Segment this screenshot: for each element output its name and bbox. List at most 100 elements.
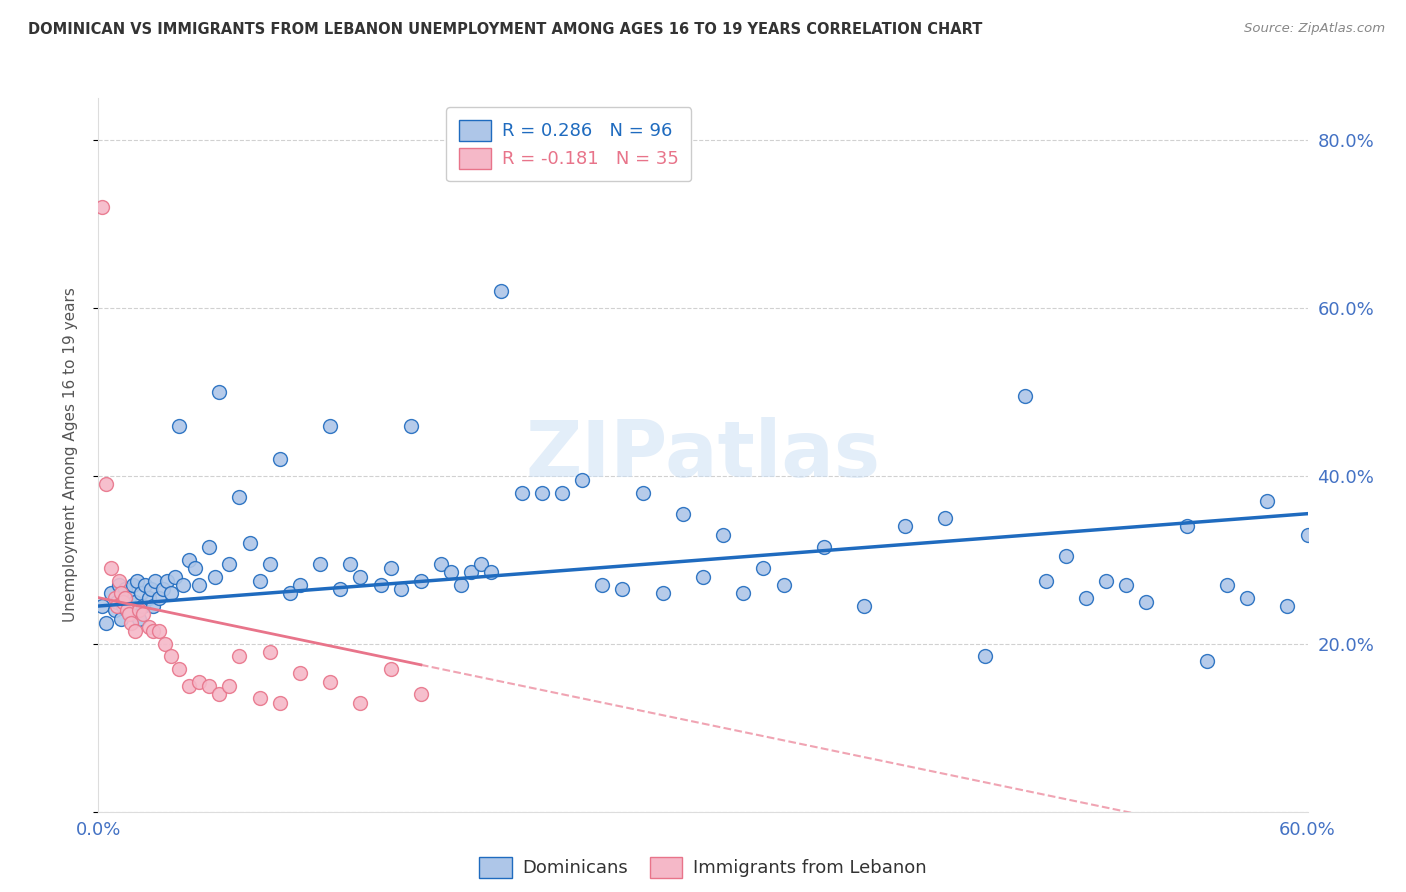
Point bbox=[91, 200, 114, 214]
Point bbox=[288, 578, 311, 592]
Point bbox=[309, 557, 332, 571]
Point bbox=[893, 519, 915, 533]
Point bbox=[134, 578, 156, 592]
Point bbox=[218, 557, 240, 571]
Point bbox=[1074, 591, 1097, 605]
Point bbox=[450, 578, 472, 592]
Point bbox=[208, 384, 231, 399]
Point bbox=[110, 612, 132, 626]
Point bbox=[510, 485, 533, 500]
Point bbox=[288, 666, 311, 681]
Point bbox=[167, 418, 190, 433]
Point bbox=[440, 566, 463, 580]
Point bbox=[228, 490, 250, 504]
Point bbox=[96, 615, 118, 630]
Point bbox=[491, 284, 513, 298]
Point bbox=[107, 574, 129, 588]
Point bbox=[1296, 527, 1319, 541]
Point bbox=[228, 649, 250, 664]
Point bbox=[278, 586, 301, 600]
Point bbox=[1216, 578, 1239, 592]
Point bbox=[752, 561, 775, 575]
Point bbox=[1035, 574, 1057, 588]
Point bbox=[110, 586, 132, 600]
Point bbox=[1095, 574, 1118, 588]
Point bbox=[142, 624, 165, 639]
Point bbox=[160, 649, 183, 664]
Point bbox=[100, 586, 122, 600]
Point bbox=[249, 574, 271, 588]
Point bbox=[121, 578, 143, 592]
Point bbox=[672, 507, 695, 521]
Point bbox=[128, 612, 150, 626]
Point bbox=[1277, 599, 1299, 613]
Point bbox=[148, 591, 170, 605]
Point bbox=[319, 418, 342, 433]
Point bbox=[1135, 595, 1157, 609]
Point bbox=[409, 574, 432, 588]
Point bbox=[218, 679, 240, 693]
Point bbox=[380, 561, 402, 575]
Point bbox=[111, 595, 134, 609]
Text: ZIPatlas: ZIPatlas bbox=[526, 417, 880, 493]
Point bbox=[143, 574, 166, 588]
Point bbox=[118, 607, 141, 622]
Point bbox=[172, 578, 194, 592]
Point bbox=[1337, 591, 1360, 605]
Point bbox=[114, 582, 136, 597]
Point bbox=[153, 637, 176, 651]
Point bbox=[269, 696, 291, 710]
Point bbox=[1014, 389, 1036, 403]
Y-axis label: Unemployment Among Ages 16 to 19 years: Unemployment Among Ages 16 to 19 years bbox=[63, 287, 77, 623]
Point bbox=[204, 569, 226, 583]
Point bbox=[409, 687, 432, 701]
Point bbox=[853, 599, 876, 613]
Point bbox=[631, 485, 654, 500]
Point bbox=[114, 591, 136, 605]
Point bbox=[125, 574, 148, 588]
Point bbox=[1256, 494, 1278, 508]
Point bbox=[612, 582, 634, 597]
Point bbox=[129, 586, 152, 600]
Point bbox=[148, 624, 170, 639]
Point bbox=[179, 553, 201, 567]
Point bbox=[974, 649, 997, 664]
Legend: Dominicans, Immigrants from Lebanon: Dominicans, Immigrants from Lebanon bbox=[472, 849, 934, 885]
Point bbox=[591, 578, 613, 592]
Point bbox=[349, 569, 371, 583]
Point bbox=[198, 679, 221, 693]
Point bbox=[103, 603, 125, 617]
Point bbox=[120, 615, 142, 630]
Point bbox=[481, 566, 503, 580]
Point bbox=[1236, 591, 1258, 605]
Point bbox=[111, 599, 134, 613]
Point bbox=[349, 696, 371, 710]
Point bbox=[107, 578, 129, 592]
Point bbox=[184, 561, 207, 575]
Point bbox=[319, 674, 342, 689]
Point bbox=[1175, 519, 1198, 533]
Point bbox=[1316, 381, 1339, 395]
Point bbox=[105, 595, 128, 609]
Point bbox=[198, 541, 221, 555]
Point bbox=[571, 473, 593, 487]
Point bbox=[399, 418, 422, 433]
Point bbox=[813, 541, 835, 555]
Point bbox=[188, 578, 211, 592]
Point bbox=[160, 586, 183, 600]
Point bbox=[120, 607, 142, 622]
Point bbox=[208, 687, 231, 701]
Point bbox=[530, 485, 553, 500]
Point bbox=[138, 591, 160, 605]
Point bbox=[1054, 549, 1077, 563]
Point bbox=[115, 603, 138, 617]
Point bbox=[733, 586, 755, 600]
Point bbox=[239, 536, 262, 550]
Point bbox=[115, 603, 138, 617]
Point bbox=[1195, 654, 1218, 668]
Point bbox=[128, 603, 150, 617]
Point bbox=[1115, 578, 1137, 592]
Point bbox=[651, 586, 673, 600]
Point bbox=[167, 662, 190, 676]
Point bbox=[188, 674, 211, 689]
